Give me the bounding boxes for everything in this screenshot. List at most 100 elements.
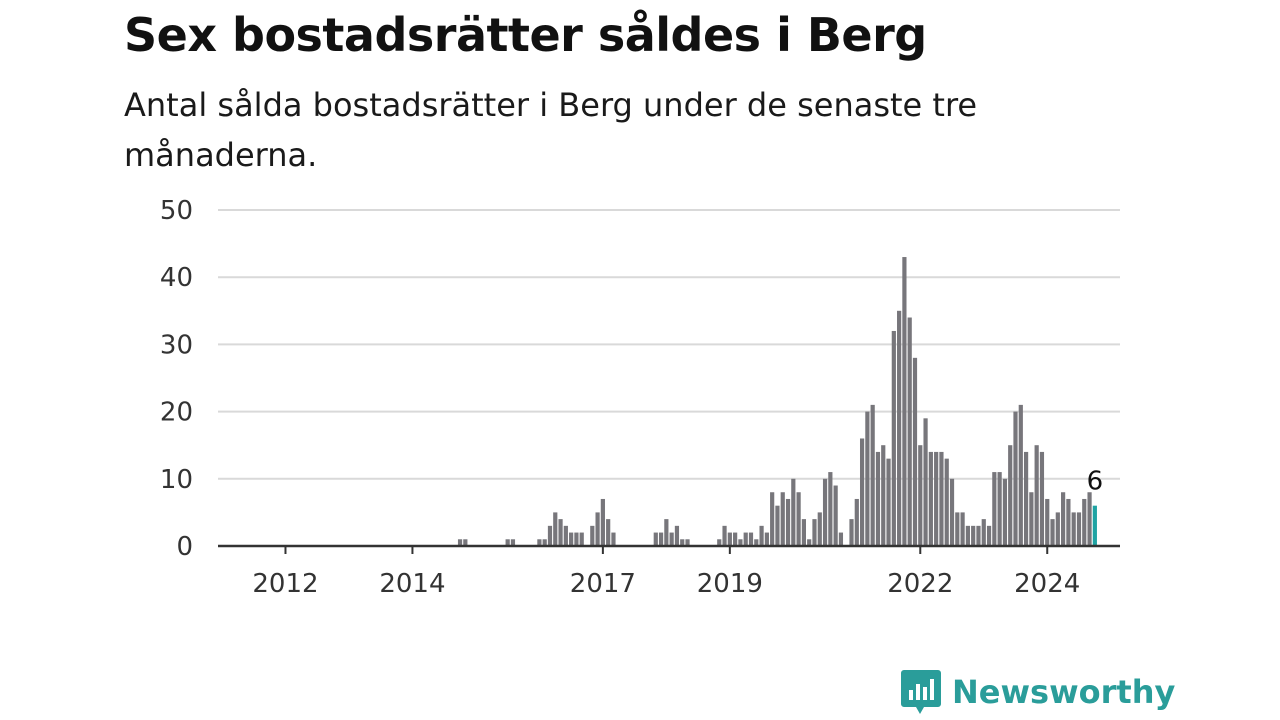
bar [574,532,579,546]
bar [664,519,669,546]
bar [812,519,817,546]
bar [754,539,759,546]
bar [717,539,722,546]
bar [891,330,896,546]
bar [870,404,875,546]
bar [939,451,944,546]
bar [997,472,1002,546]
bar-current [1092,505,1097,546]
x-tick-label: 2024 [1014,569,1080,599]
bar [1045,498,1050,546]
bar [838,532,844,546]
bar [801,519,806,546]
bar [722,525,727,546]
bar [1071,512,1076,546]
bar [955,512,960,546]
bar [743,532,748,546]
bar [658,532,664,546]
bar [569,532,574,546]
bar [579,532,584,546]
bar [674,525,680,546]
bar [653,532,658,546]
bar [859,438,865,546]
bar [727,532,732,546]
x-tick-label: 2017 [570,569,636,599]
y-tick-label: 50 [160,196,193,226]
bar [1029,492,1034,546]
chart-title: Sex bostadsrätter såldes i Berg [124,8,927,62]
bar [923,418,928,546]
bar [1002,478,1008,546]
newsworthy-logo-text: Newsworthy [952,673,1176,711]
bar [992,472,997,546]
bar [606,519,611,546]
bar [553,512,558,546]
bar [944,458,949,546]
y-tick-label: 20 [160,398,193,428]
bar [976,525,981,546]
bar [785,498,791,546]
bar [849,519,854,546]
bar [463,539,468,546]
bar [986,525,992,546]
bar [505,539,510,546]
bar [770,492,775,546]
bar [669,532,674,546]
data-label-current: 6 [1087,467,1104,497]
bar [1023,451,1029,546]
bar [764,532,769,546]
x-tick-label: 2012 [252,569,318,599]
bar [854,498,859,546]
bar [828,472,833,546]
bar [1055,512,1060,546]
bar [510,539,516,546]
bar [897,310,902,546]
x-tick-label: 2022 [887,569,953,599]
chart-subtitle: Antal sålda bostadsrätter i Berg under d… [124,86,978,174]
bar [457,539,463,546]
bar [875,451,881,546]
bar [1076,512,1082,546]
bar [949,478,955,546]
newsworthy-logo-icon [901,670,941,714]
bar [817,512,822,546]
bar [611,532,616,546]
bar [1013,411,1018,546]
x-tick-label: 2019 [697,569,763,599]
y-tick-label: 30 [160,330,193,360]
bar [1034,445,1039,546]
bar [733,532,738,546]
y-tick-label: 0 [176,532,193,562]
bar [928,451,933,546]
bar [775,505,780,546]
x-tick-label: 2014 [379,569,445,599]
newsworthy-logo[interactable]: Newsworthy [900,668,1175,716]
bar [595,512,600,546]
bar [960,512,965,546]
bar [796,492,801,546]
bar [1018,404,1023,546]
bar [600,498,605,546]
bar [902,257,907,546]
bar [547,525,553,546]
bar [807,539,812,546]
bar [965,525,970,546]
bar [1050,519,1055,546]
bar [981,519,986,546]
bar [1061,492,1066,546]
bars [457,257,1097,546]
grid-lines [218,209,1120,480]
bar [907,317,912,546]
bar [934,451,939,546]
y-tick-label: 40 [160,263,193,293]
bar [680,539,685,546]
bar [881,445,886,546]
bar [886,458,891,546]
bar [738,539,743,546]
bar [918,445,923,546]
axes: 0 10 20 30 40 50 2012 2014 2017 2019 2022 2024 6 [160,196,1120,599]
bar [865,411,870,546]
bar [822,478,828,546]
bar [1087,492,1092,546]
bar [1008,445,1013,546]
